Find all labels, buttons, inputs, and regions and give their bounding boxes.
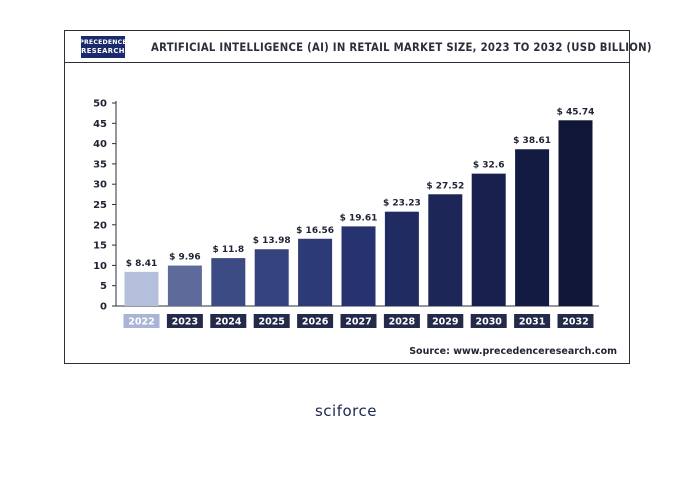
- data-label-2024: $ 11.8: [212, 245, 244, 255]
- x-tick-label-2025: 2025: [258, 317, 284, 328]
- y-tick-label: 30: [93, 180, 107, 191]
- data-label-2030: $ 32.6: [473, 161, 505, 171]
- x-label-box-2027: [340, 314, 377, 328]
- x-tick-label-2032: 2032: [562, 317, 588, 328]
- x-tick-label-2024: 2024: [215, 317, 242, 328]
- data-label-2025: $ 13.98: [253, 236, 291, 246]
- x-tick-label-2023: 2023: [172, 317, 198, 328]
- y-tick-label: 40: [93, 139, 107, 150]
- x-tick-label-2022: 2022: [128, 317, 154, 328]
- bar-2025: [254, 249, 289, 306]
- data-label-2027: $ 19.61: [340, 213, 378, 223]
- x-label-box-2022: [123, 314, 160, 328]
- logo-text-line1: PRECEDENCE: [79, 38, 127, 46]
- data-label-2028: $ 23.23: [383, 199, 421, 209]
- x-tick-label-2027: 2027: [345, 317, 371, 328]
- x-tick-label-2030: 2030: [475, 317, 502, 328]
- y-tick-label: 50: [93, 99, 107, 110]
- x-label-box-2032: [557, 314, 594, 328]
- x-label-box-2026: [297, 314, 334, 328]
- y-tick-label: 0: [100, 302, 107, 313]
- bar-2022: [124, 271, 159, 306]
- data-label-2029: $ 27.52: [426, 181, 464, 191]
- x-label-box-2029: [427, 314, 464, 328]
- x-label-box-2031: [514, 314, 551, 328]
- logo-text-line2: RESEARCH: [81, 46, 125, 55]
- bar-2029: [428, 194, 463, 306]
- y-tick-label: 5: [100, 281, 107, 292]
- y-tick-label: 25: [93, 200, 107, 211]
- x-tick-label-2031: 2031: [519, 317, 545, 328]
- x-tick-label-2026: 2026: [302, 317, 329, 328]
- y-tick-label: 20: [93, 220, 107, 231]
- y-tick-label: 45: [93, 119, 107, 130]
- precedence-research-logo: PRECEDENCE RESEARCH: [79, 36, 127, 58]
- chart-header: PRECEDENCE RESEARCH ARTIFICIAL INTELLIGE…: [65, 31, 651, 63]
- x-label-box-2030: [470, 314, 507, 328]
- data-label-2032: $ 45.74: [557, 107, 595, 117]
- data-label-2031: $ 38.61: [513, 136, 551, 146]
- data-label-2023: $ 9.96: [169, 253, 201, 263]
- x-label-box-2028: [383, 314, 420, 328]
- bar-2032: [558, 120, 593, 307]
- bar-2024: [211, 258, 246, 306]
- sciforce-brand: sciforce: [0, 402, 692, 420]
- brand-text: sciforce: [314, 402, 377, 420]
- bar-2031: [515, 149, 550, 306]
- source-note: Source: www.precedenceresearch.com: [409, 346, 617, 357]
- chart-card: PRECEDENCE RESEARCH ARTIFICIAL INTELLIGE…: [64, 30, 651, 364]
- chart-title: ARTIFICIAL INTELLIGENCE (AI) IN RETAIL M…: [151, 40, 652, 54]
- x-label-box-2025: [253, 314, 290, 328]
- y-tick-label: 15: [93, 241, 107, 252]
- bar-2027: [341, 226, 376, 306]
- bar-2028: [384, 211, 419, 306]
- x-label-box-2024: [210, 314, 247, 328]
- bar-2023: [167, 265, 202, 306]
- x-tick-label-2029: 2029: [432, 317, 458, 328]
- data-label-2026: $ 16.56: [296, 226, 334, 236]
- bar-2026: [298, 238, 333, 306]
- data-label-2022: $ 8.41: [126, 259, 158, 269]
- x-tick-label-2028: 2028: [389, 317, 416, 328]
- y-tick-label: 10: [93, 261, 107, 272]
- x-label-box-2023: [166, 314, 203, 328]
- bar-2030: [471, 173, 506, 306]
- y-tick-label: 35: [93, 159, 107, 170]
